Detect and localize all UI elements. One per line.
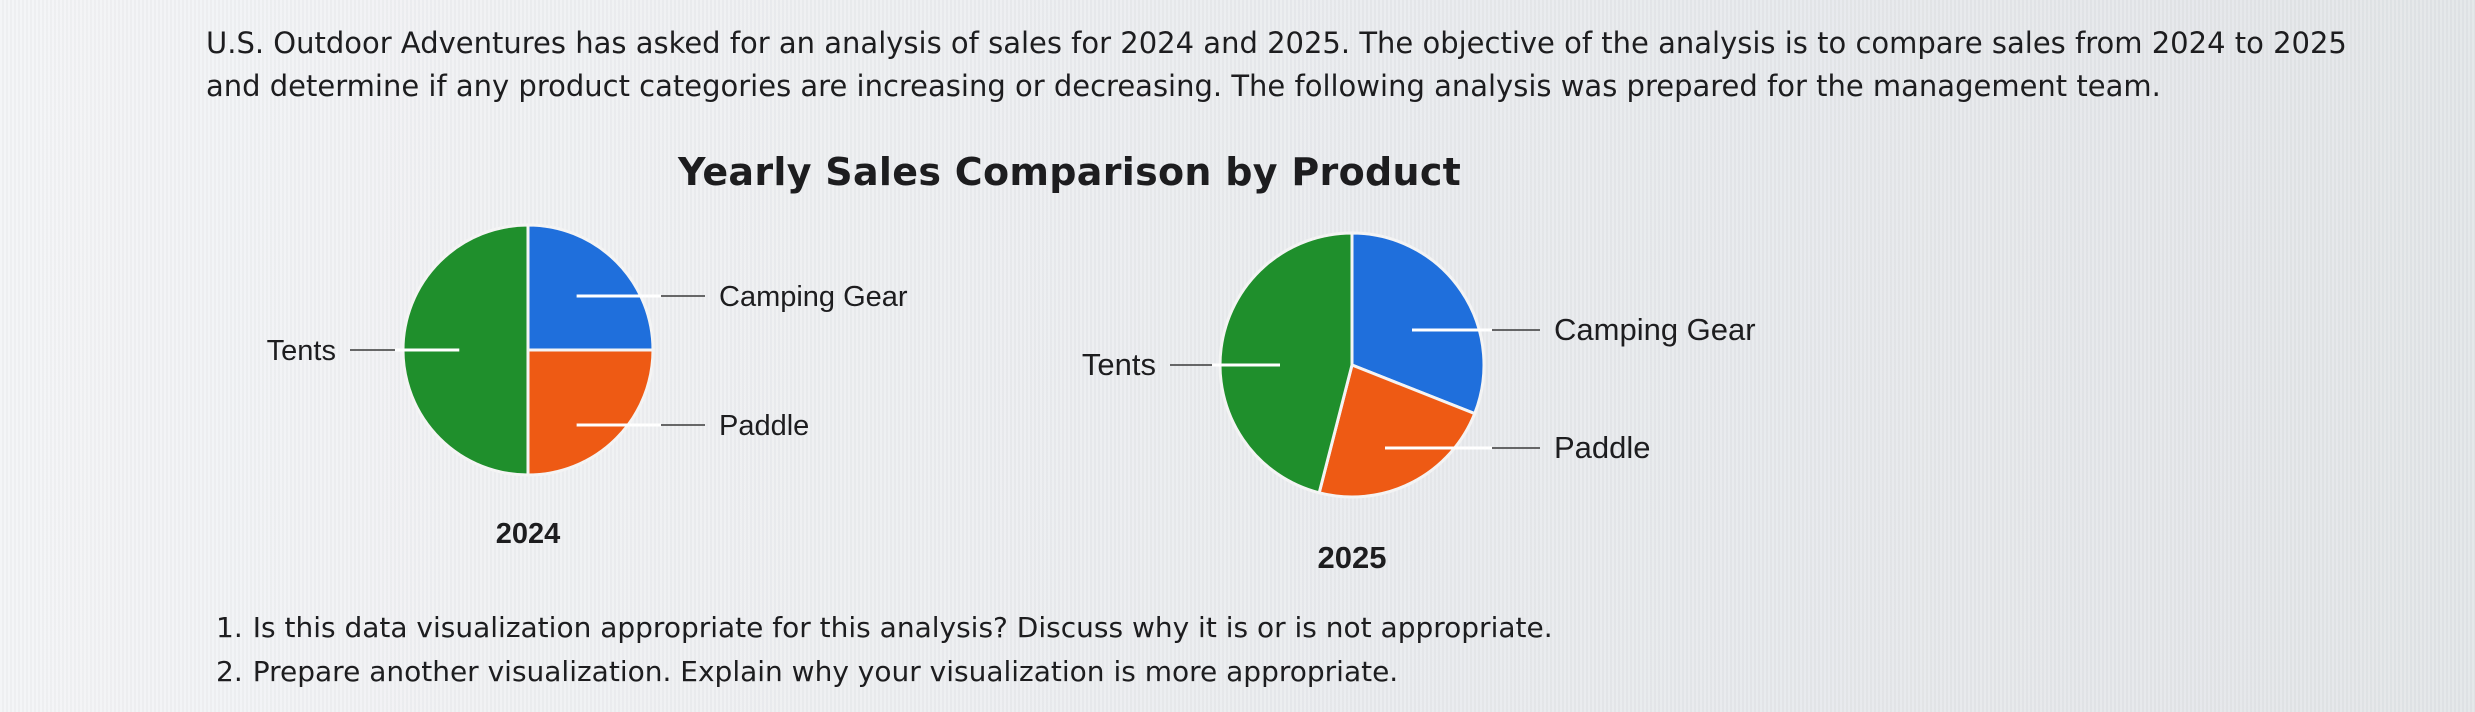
slice-label: Tents: [267, 335, 336, 367]
pie-slice-camping-gear: [1350, 231, 1486, 416]
slice-label: Camping Gear: [719, 281, 908, 313]
question-text: Is this data visualization appropriate f…: [252, 611, 1553, 644]
intro-paragraph: U.S. Outdoor Adventures has asked for an…: [206, 26, 2347, 103]
slice-label: Tents: [1082, 347, 1156, 382]
chart-subtitle: 2025: [1318, 540, 1387, 575]
question-number: 2.: [216, 655, 243, 688]
pie-chart-2024: Camping Gear Paddle Tents 2024: [267, 223, 908, 550]
pie-slice-tents: [1218, 231, 1354, 495]
pie-slice-camping-gear: [526, 223, 655, 352]
chart-subtitle: 2024: [496, 518, 561, 550]
question-number: 1.: [216, 611, 243, 644]
slice-label: Paddle: [1554, 430, 1651, 465]
pie-slice-paddle: [526, 348, 655, 477]
question-text: Prepare another visualization. Explain w…: [252, 655, 1399, 688]
pie-chart-2025: Camping Gear Paddle Tents 2025: [1082, 231, 1756, 575]
question-list: 1. Is this data visualization appropriate…: [216, 606, 1553, 694]
slice-label: Paddle: [719, 410, 809, 442]
question-item: 2. Prepare another visualization. Explain…: [216, 650, 1553, 694]
chart-title: Yearly Sales Comparison by Product: [678, 150, 1462, 194]
question-item: 1. Is this data visualization appropriate…: [216, 606, 1553, 650]
pie-slice-paddle: [1317, 362, 1477, 499]
slice-label: Camping Gear: [1554, 312, 1756, 347]
